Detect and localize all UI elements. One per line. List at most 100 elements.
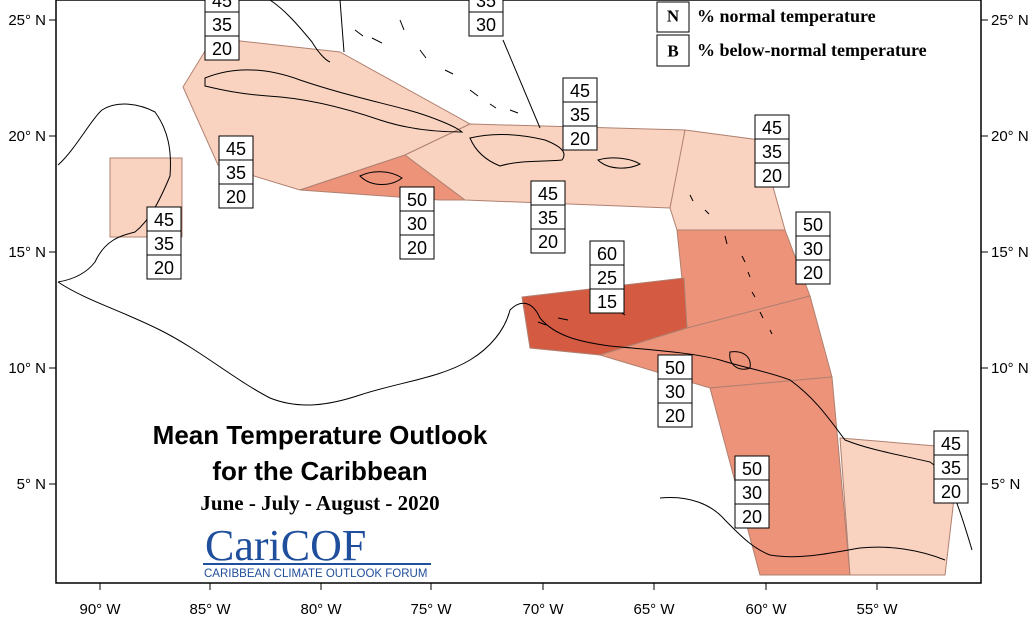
logo-wordmark: CariCOF (205, 521, 366, 570)
probability-value: 45 (538, 184, 558, 204)
probability-value: 50 (803, 215, 823, 235)
probability-cell (204, 35, 240, 61)
probability-cell (754, 162, 790, 188)
probability-cell (399, 186, 435, 212)
legend-letter-n: N (667, 7, 680, 26)
probability-value: 50 (742, 459, 762, 479)
coast-florida (269, 0, 345, 63)
probability-value: 30 (665, 382, 685, 402)
probability-cell (933, 478, 969, 504)
logo-subtitle: CARIBBEAN CLIMATE OUTLOOK FORUM (204, 568, 427, 580)
caricof-logo: CariCOF CARIBBEAN CLIMATE OUTLOOK FORUM (203, 521, 431, 580)
probability-value: 30 (407, 214, 427, 234)
lon-tick-label: 60° W (745, 601, 787, 618)
probability-value: 15 (597, 292, 617, 312)
probability-value: 20 (212, 39, 232, 59)
probability-cell (562, 77, 598, 103)
probability-cell (146, 230, 182, 256)
probability-cell (734, 455, 770, 481)
latitude-labels-left: 25° N 20° N 15° N 10° N 5° N (8, 12, 46, 493)
lat-tick-label-left: 10° N (8, 360, 46, 377)
probability-cell (657, 354, 693, 380)
probability-value: 45 (212, 0, 232, 11)
probability-value: 20 (154, 258, 174, 278)
probability-box-hispaniola-region: 45 35 20 (530, 180, 566, 254)
coast-south-america-interior (659, 496, 946, 561)
coast-puerto-rico (597, 157, 642, 169)
probability-cell (754, 114, 790, 140)
probability-cell (734, 479, 770, 505)
probability-value: 35 (538, 208, 558, 228)
probability-cell (218, 183, 254, 209)
probability-value: 35 (476, 0, 496, 11)
lon-tick-label: 90° W (79, 601, 121, 618)
lon-tick-label: 75° W (410, 601, 452, 618)
lat-tick-label-left: 20° N (8, 128, 46, 145)
probability-value: 20 (407, 238, 427, 258)
lat-tick-label-left: 15° N (8, 244, 46, 261)
map-title-line1: Mean Temperature Outlook (153, 420, 488, 450)
probability-value: 20 (762, 166, 782, 186)
coast-trinidad (729, 351, 751, 370)
probability-box-bahamas-hispaniola-region: 45 35 20 (562, 77, 598, 151)
coast-lesser-antilles (689, 194, 773, 335)
lon-tick-label: 85° W (189, 601, 231, 618)
coastlines (57, 0, 973, 561)
probability-cell (468, 11, 504, 37)
probability-box-western-cuba-region: 45 35 20 (218, 135, 254, 209)
probability-cell (933, 430, 969, 456)
probability-value: 60 (597, 244, 617, 264)
probability-cell (399, 234, 435, 260)
probability-cell (795, 259, 831, 285)
probability-cell (657, 402, 693, 428)
coast-bahamas (354, 19, 519, 114)
leader-line (502, 39, 541, 129)
tick-marks (49, 19, 988, 590)
coast-hispaniola (469, 133, 565, 167)
lat-tick-label-right: 15° N (991, 244, 1029, 261)
lon-tick-label: 65° W (633, 601, 675, 618)
logo-underline (203, 563, 431, 565)
probability-cell (795, 211, 831, 237)
probability-value: 30 (476, 15, 496, 35)
probability-value: 35 (154, 234, 174, 254)
probability-box-jamaica-region: 50 30 20 (399, 186, 435, 260)
probability-cell (530, 228, 566, 254)
probability-value: 45 (941, 434, 961, 454)
lon-tick-label: 80° W (300, 601, 342, 618)
probability-cell (657, 378, 693, 404)
probability-value: 30 (742, 483, 762, 503)
probability-cell (734, 503, 770, 529)
longitude-labels: 90° W 85° W 80° W 75° W 70° W 65° W 60° W 55° W (79, 601, 898, 618)
map-title-line2: for the Caribbean (212, 456, 427, 486)
legend-letter-b: B (667, 42, 678, 61)
probability-value: 20 (570, 129, 590, 149)
probability-value: 20 (665, 406, 685, 426)
legend-text-below: % below-normal temperature (697, 40, 927, 60)
region-french-guiana (839, 437, 961, 576)
legend-box-b (656, 34, 690, 67)
probability-value: 45 (154, 210, 174, 230)
probability-value: 20 (226, 187, 246, 207)
probability-value: 35 (762, 142, 782, 162)
probability-box-abc-islands-region: 60 25 15 (589, 240, 625, 314)
probability-value: 50 (665, 358, 685, 378)
probability-value: 45 (226, 139, 246, 159)
lat-tick-label-left: 25° N (8, 12, 46, 29)
probability-value: 45 (762, 118, 782, 138)
probability-value: 30 (803, 239, 823, 259)
probability-box-leeward-islands-region: 45 35 20 (754, 114, 790, 188)
probability-box-guyana-region: 50 30 20 (734, 455, 770, 529)
probability-box-belize-region: 45 35 20 (146, 206, 182, 280)
coast-central-america (57, 281, 973, 551)
probability-cell (146, 254, 182, 280)
probability-value: 20 (941, 482, 961, 502)
probability-value: 50 (407, 190, 427, 210)
coast-abc-islands (537, 309, 626, 326)
probability-cell (530, 180, 566, 206)
probability-value: 35 (941, 458, 961, 478)
outlook-regions (109, 37, 961, 576)
coast-jamaica (359, 171, 403, 185)
coast-cuba (204, 69, 464, 133)
